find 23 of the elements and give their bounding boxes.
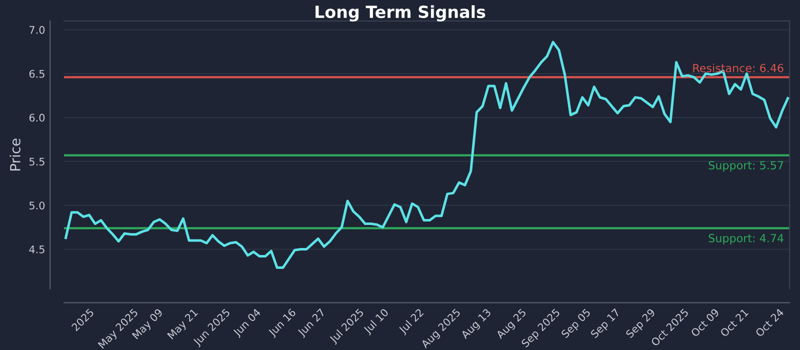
ref-line-label: Resistance: 6.46: [693, 64, 784, 72]
x-tick-label: Sep 17: [590, 308, 622, 340]
x-tick-label: Jul 22: [398, 308, 426, 336]
x-tick-label: Jun 04: [232, 308, 262, 338]
x-tick-label: Oct 09: [690, 308, 720, 338]
x-tick-label: Jun 16: [268, 308, 298, 338]
y-tick-label: 7.0: [30, 26, 45, 34]
y-tick-label: 4.5: [29, 246, 44, 254]
y-tick-label: 6.5: [29, 70, 44, 78]
chart-title: Long Term Signals: [316, 5, 486, 22]
x-tick-label: Aug 13: [460, 308, 493, 341]
x-tick-label: Sep 05: [560, 308, 592, 340]
y-tick-label: 5.0: [29, 202, 45, 210]
x-tick-label: Jul 10: [362, 308, 390, 336]
x-tick-label: Jun 27: [296, 308, 327, 338]
line-series: [64, 40, 790, 269]
ref-line-label: Support: 4.74: [708, 234, 784, 244]
x-tick-label: Oct 21: [720, 308, 749, 338]
y-axis-title: Price: [10, 138, 20, 170]
y-tick-label: 6.0: [29, 114, 45, 122]
x-tick-label: Oct 24: [754, 308, 784, 338]
ref-line-label: Support: 5.57: [708, 161, 784, 172]
y-tick-label: 5.5: [29, 158, 44, 166]
